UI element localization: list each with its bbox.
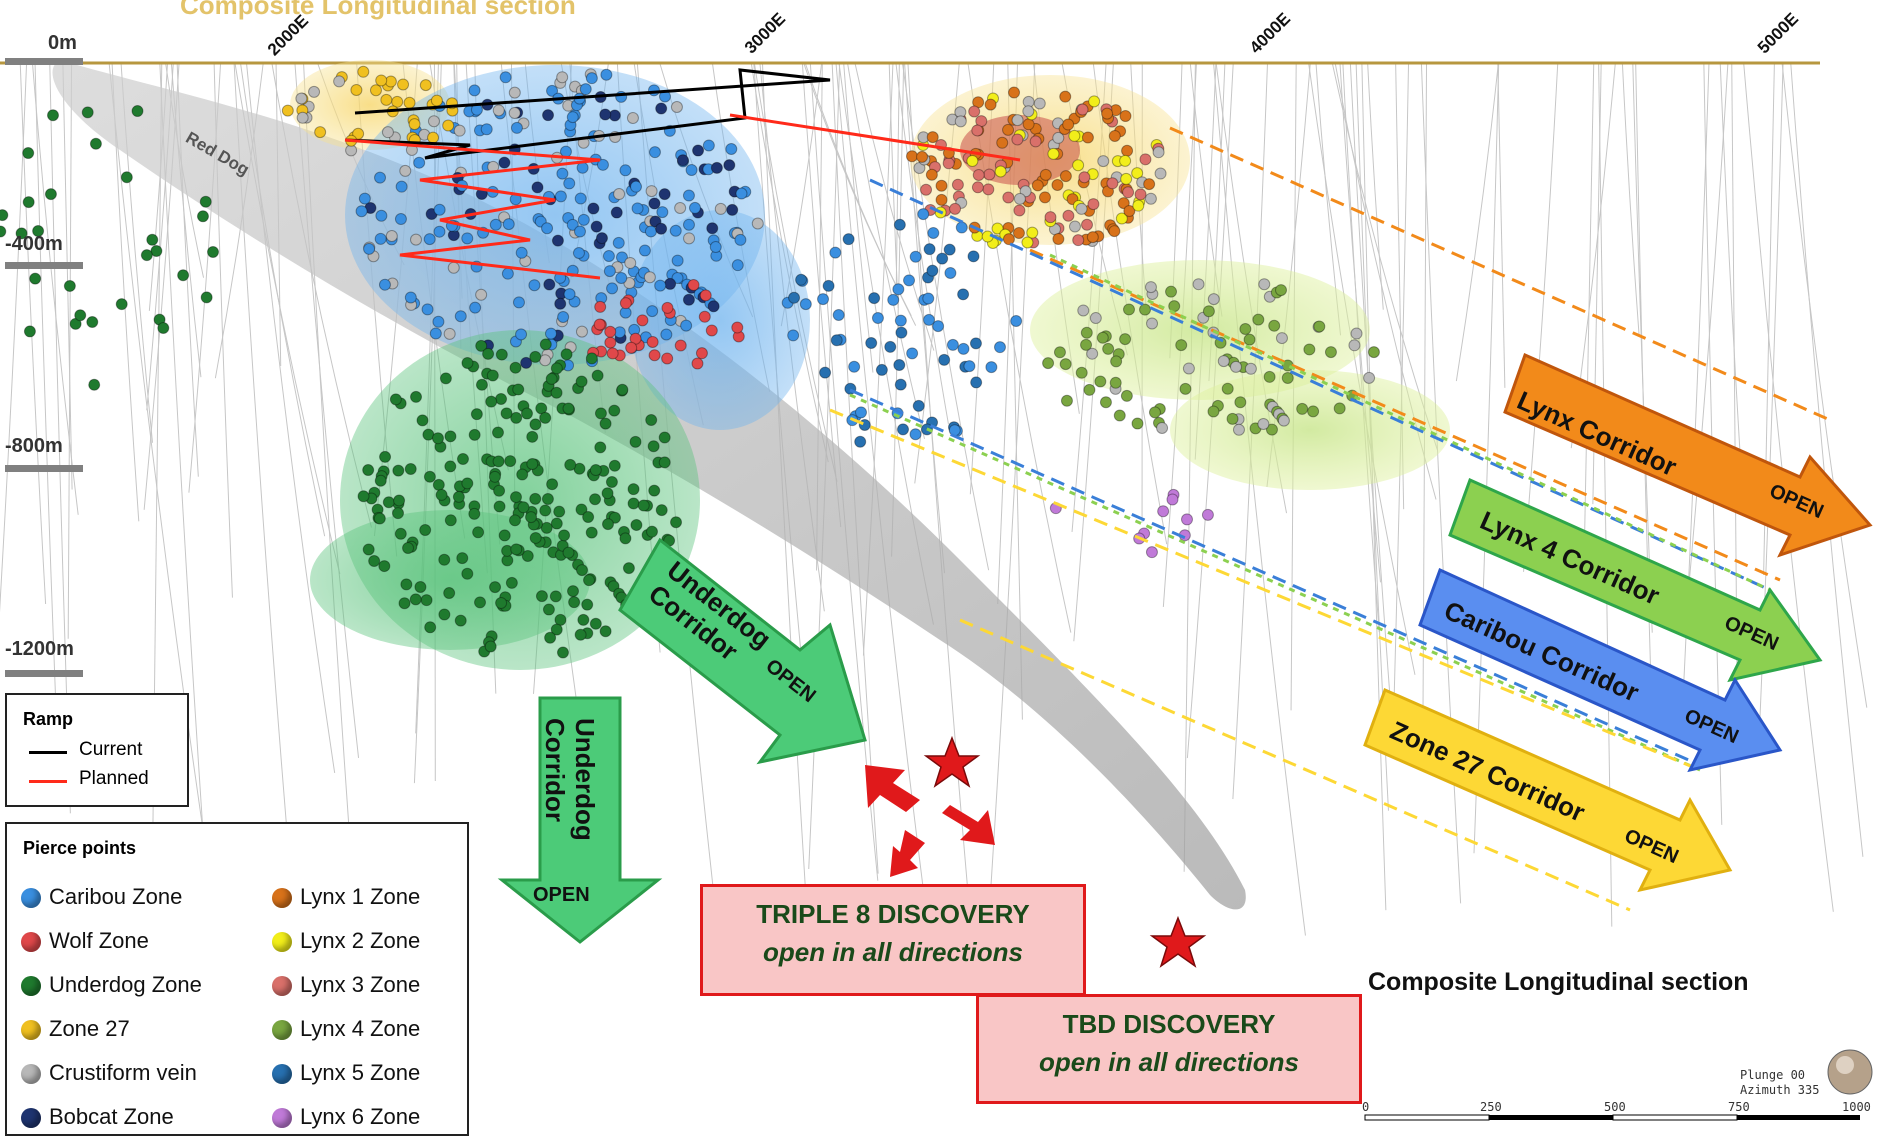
legend-item: Underdog Zone: [21, 972, 202, 998]
ramp-legend: Ramp Current Planned: [5, 693, 189, 807]
legend-item: Lynx 5 Zone: [272, 1060, 420, 1086]
depth-bar: [5, 262, 83, 269]
ramp-planned-east: [729, 113, 1021, 162]
scale-tick: 1000: [1842, 1100, 1871, 1114]
ramp-planned: [344, 138, 601, 280]
ramp-planned-label: Planned: [79, 768, 149, 789]
legend-item-label: Lynx 6 Zone: [300, 1104, 421, 1129]
red-dog-body: [52, 60, 1246, 910]
legend-item: Wolf Zone: [21, 928, 149, 954]
scale-tick: 0: [1362, 1100, 1370, 1114]
pierce-point-swatch-icon: [272, 1020, 292, 1041]
legend-item: Zone 27: [21, 1016, 130, 1042]
pierce-point-swatch-icon: [272, 888, 292, 909]
legend-item: Lynx 4 Zone: [272, 1016, 420, 1042]
scale-tick: 250: [1480, 1100, 1502, 1114]
azimuth-label: Azimuth 335: [1740, 1083, 1820, 1097]
section-caption: Composite Longitudinal section: [1368, 968, 1749, 996]
pierce-point-swatch-icon: [272, 1064, 292, 1085]
triple8-subtitle: open in all directions: [762, 937, 1024, 967]
legend-item-label: Underdog Zone: [49, 972, 202, 997]
underdog-corridor-down-open: OPEN: [533, 884, 590, 906]
corridor-trends: [829, 126, 1831, 912]
arrow-right-icon: [942, 805, 995, 845]
tbd-title: TBD DISCOVERY: [1062, 1009, 1276, 1039]
legend-item-label: Lynx 5 Zone: [300, 1060, 421, 1085]
scale-tick: 500: [1604, 1100, 1626, 1114]
ramp-current-label: Current: [79, 739, 143, 760]
depth-bar: [5, 58, 83, 65]
pierce-legend-title: Pierce points: [23, 838, 137, 858]
lynx4-envelope-lower: [1170, 370, 1450, 490]
depth-bar: [5, 670, 83, 677]
pierce-points: [0, 65, 1380, 659]
current-ramp-swatch: [29, 751, 67, 754]
depth-bar: [5, 465, 83, 472]
triple8-arrows: [865, 765, 995, 877]
arrow-up-left-icon: [865, 765, 920, 812]
pierce-point-swatch-icon: [21, 976, 41, 997]
legend-item: Lynx 6 Zone: [272, 1104, 420, 1130]
arrow-down-left-icon: [890, 830, 925, 877]
faded-title: Composite Longitudinal section: [180, 0, 576, 20]
legend-item-label: Lynx 1 Zone: [300, 884, 421, 909]
triple8-star-icon: [923, 735, 981, 788]
legend-item-label: Lynx 3 Zone: [300, 972, 421, 997]
legend-item: Crustiform vein: [21, 1060, 197, 1086]
legend-item-label: Crustiform vein: [49, 1060, 197, 1085]
pierce-point-swatch-icon: [21, 1064, 41, 1085]
plunge-label: Plunge 00: [1740, 1068, 1806, 1082]
lynx3-envelope: [960, 115, 1080, 185]
legend-item: Bobcat Zone: [21, 1104, 174, 1130]
pierce-point-swatch-icon: [272, 1108, 292, 1129]
legend-item-label: Wolf Zone: [49, 928, 149, 953]
depth-label-800: -800m: [5, 435, 63, 457]
pierce-point-swatch-icon: [21, 888, 41, 909]
legend-item: Lynx 1 Zone: [272, 884, 420, 910]
scale-tick: 750: [1728, 1100, 1750, 1114]
legend-item-label: Bobcat Zone: [49, 1104, 174, 1129]
pierce-point-swatch-icon: [272, 932, 292, 953]
depth-label-0: 0m: [48, 32, 77, 54]
underdog-corridor-down-label: Underdog Corridor: [540, 718, 600, 841]
pierce-point-swatch-icon: [21, 1020, 41, 1041]
depth-label-1200: -1200m: [5, 638, 74, 660]
triple8-title: TRIPLE 8 DISCOVERY: [756, 899, 1030, 929]
planned-ramp-swatch: [29, 780, 67, 783]
legend-item-label: Zone 27: [49, 1016, 130, 1041]
legend-item: Lynx 3 Zone: [272, 972, 420, 998]
pierce-point-swatch-icon: [272, 976, 292, 997]
scale-bar: [1364, 1114, 1860, 1121]
pierce-points-legend: Pierce points Caribou Zone Wolf Zone Under…: [5, 822, 469, 1136]
pierce-point-swatch-icon: [21, 1108, 41, 1129]
legend-item-label: Caribou Zone: [49, 884, 183, 909]
triple8-discovery-box: TRIPLE 8 DISCOVERY open in all direction…: [700, 884, 1086, 996]
tbd-subtitle: open in all directions: [1038, 1047, 1300, 1077]
corridor-arrows: [497, 352, 1873, 944]
depth-label-400: -400m: [5, 233, 63, 255]
underdog-envelope-lower: [310, 510, 590, 650]
legend-item: Lynx 2 Zone: [272, 928, 420, 954]
tbd-discovery-box: TBD DISCOVERY open in all directions: [976, 994, 1362, 1104]
ramp-legend-title: Ramp: [23, 709, 74, 729]
pierce-point-swatch-icon: [21, 932, 41, 953]
legend-item-label: Lynx 2 Zone: [300, 928, 421, 953]
tbd-star-icon: [1149, 915, 1207, 968]
legend-item: Caribou Zone: [21, 884, 182, 910]
legend-item-label: Lynx 4 Zone: [300, 1016, 421, 1041]
